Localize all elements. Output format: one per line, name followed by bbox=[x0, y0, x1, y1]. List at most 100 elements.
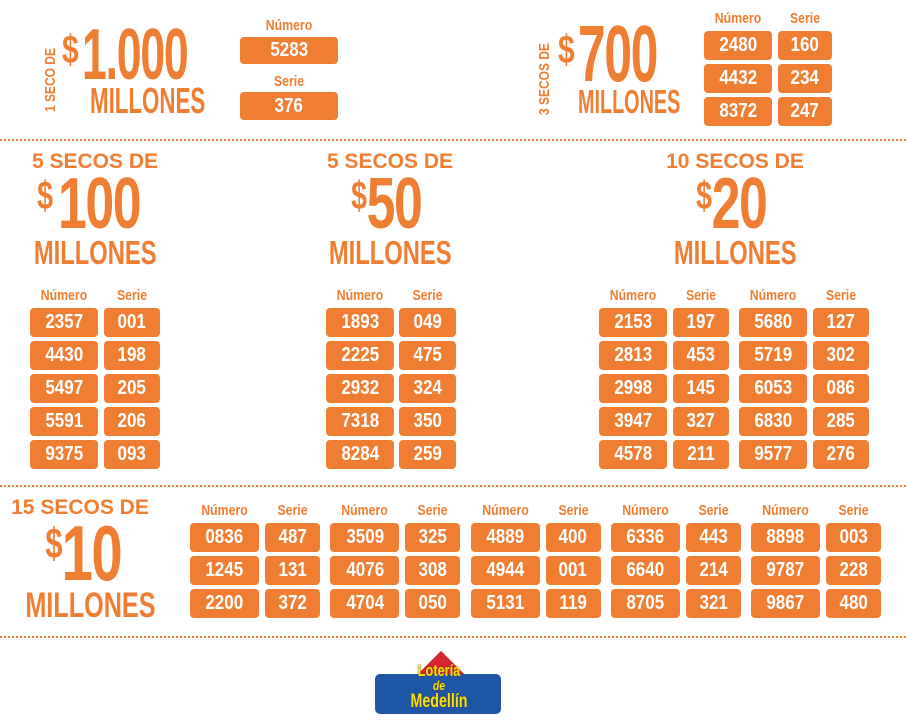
winning-serie: 119 bbox=[545, 589, 601, 618]
prize-count-label: 1 SECO DE bbox=[42, 47, 59, 112]
numero-header: Número bbox=[265, 17, 313, 34]
prize-amount: 100 bbox=[57, 164, 142, 244]
winning-number: 4704 bbox=[330, 589, 400, 618]
winning-number: 6640 bbox=[610, 556, 680, 585]
prize-amount-block: $20 MILLONES bbox=[640, 168, 830, 269]
winning-serie: 145 bbox=[673, 374, 729, 403]
prize-unit-text: MILLONES bbox=[33, 234, 157, 271]
prize-amount-row: $20 bbox=[640, 168, 830, 240]
currency-sign: $ bbox=[45, 520, 63, 569]
winning-number: 8898 bbox=[751, 523, 821, 552]
winning-serie: 308 bbox=[405, 556, 461, 585]
winning-number: 4430 bbox=[30, 341, 98, 370]
prize-10-title: 15 SECOS DE bbox=[5, 496, 155, 520]
winning-number: 0836 bbox=[190, 523, 259, 552]
winning-serie: 276 bbox=[813, 440, 869, 469]
winning-serie: 228 bbox=[826, 556, 882, 585]
prize-count-label: 15 SECOS DE bbox=[11, 496, 149, 519]
winning-number: 9375 bbox=[30, 440, 98, 469]
winning-number: 2932 bbox=[326, 374, 394, 403]
prize-unit: MILLONES bbox=[90, 80, 206, 121]
winning-serie: 127 bbox=[813, 308, 869, 337]
prize-unit: MILLONES bbox=[640, 236, 830, 269]
prize-amount: 700 bbox=[578, 9, 658, 98]
serie-header: Serie bbox=[277, 502, 308, 519]
prize-amount-block: $100 MILLONES bbox=[0, 168, 190, 269]
currency-sign: $ bbox=[62, 28, 79, 72]
winning-serie: 372 bbox=[265, 589, 320, 618]
prize-amount: 1.000 bbox=[82, 15, 189, 95]
prize-unit: MILLONES bbox=[578, 83, 681, 120]
prize-amount-block: $10 MILLONES bbox=[0, 514, 175, 623]
serie-header: Serie bbox=[116, 287, 148, 304]
winning-serie: 206 bbox=[104, 407, 160, 436]
winning-serie: 376 bbox=[240, 92, 338, 120]
winning-number: 5497 bbox=[30, 374, 98, 403]
winning-serie: 049 bbox=[399, 308, 456, 337]
serie-header: Serie bbox=[825, 287, 857, 304]
divider bbox=[0, 636, 906, 638]
winning-number: 2998 bbox=[599, 374, 667, 403]
winning-number: 6053 bbox=[739, 374, 807, 403]
winning-serie: 302 bbox=[813, 341, 869, 370]
winning-number: 7318 bbox=[326, 407, 394, 436]
numero-header: Número bbox=[336, 287, 384, 304]
prize-amount-row: $100 bbox=[0, 168, 190, 240]
winning-number: 4889 bbox=[470, 523, 540, 552]
winning-number: 9577 bbox=[739, 440, 807, 469]
winning-serie: 211 bbox=[673, 440, 729, 469]
serie-header: Serie bbox=[273, 73, 305, 90]
winning-number: 9867 bbox=[751, 589, 821, 618]
numero-header: Número bbox=[201, 502, 248, 519]
winning-serie: 475 bbox=[399, 341, 456, 370]
winning-number: 8372 bbox=[704, 97, 772, 126]
prize-amount-row: $10 bbox=[0, 514, 175, 592]
winning-number: 2153 bbox=[599, 308, 667, 337]
prize-50-title: 5 SECOS DE bbox=[315, 150, 465, 174]
winning-serie: 285 bbox=[813, 407, 869, 436]
prize-unit: MILLONES bbox=[0, 236, 190, 269]
numero-header: Número bbox=[40, 287, 88, 304]
prize-count-label: 10 SECOS DE bbox=[666, 150, 804, 173]
numero-header: Número bbox=[762, 502, 809, 519]
winning-number: 5719 bbox=[739, 341, 807, 370]
winning-number: 4944 bbox=[470, 556, 540, 585]
numero-header: Número bbox=[714, 10, 762, 27]
prize-unit-text: MILLONES bbox=[673, 234, 797, 271]
numero-header: Número bbox=[341, 502, 389, 519]
numero-header: Número bbox=[609, 287, 657, 304]
prize-20-title: 10 SECOS DE bbox=[660, 150, 810, 174]
winning-number: 5591 bbox=[30, 407, 98, 436]
winning-serie: 453 bbox=[673, 341, 729, 370]
winning-serie: 247 bbox=[778, 97, 832, 126]
serie-header: Serie bbox=[838, 502, 869, 519]
winning-serie: 160 bbox=[778, 31, 832, 60]
serie-header: Serie bbox=[698, 502, 729, 519]
winning-number: 4076 bbox=[330, 556, 400, 585]
prize-amount: 50 bbox=[366, 164, 422, 244]
numero-header: Número bbox=[622, 502, 669, 519]
winning-number: 3947 bbox=[599, 407, 667, 436]
winning-number: 1245 bbox=[190, 556, 259, 585]
winning-number: 2480 bbox=[704, 31, 772, 60]
winning-number: 8705 bbox=[610, 589, 680, 618]
winning-serie: 050 bbox=[405, 589, 461, 618]
winning-serie: 001 bbox=[104, 308, 160, 337]
winning-number: 4432 bbox=[704, 64, 772, 93]
winning-number: 1893 bbox=[326, 308, 394, 337]
prize-count-label: 5 SECOS DE bbox=[326, 150, 454, 173]
winning-serie: 086 bbox=[813, 374, 869, 403]
winning-number: 9787 bbox=[751, 556, 821, 585]
winning-serie: 324 bbox=[399, 374, 456, 403]
winning-serie: 131 bbox=[265, 556, 320, 585]
currency-sign: $ bbox=[37, 173, 54, 218]
winning-serie: 480 bbox=[826, 589, 882, 618]
winning-serie: 093 bbox=[104, 440, 160, 469]
currency-sign: $ bbox=[558, 28, 575, 72]
currency-sign: $ bbox=[696, 173, 713, 218]
prize-amount-row: $50 bbox=[295, 168, 485, 240]
numero-header: Número bbox=[481, 502, 529, 519]
winning-number: 8284 bbox=[326, 440, 394, 469]
winning-number: 5131 bbox=[470, 589, 540, 618]
serie-header: Serie bbox=[789, 10, 821, 27]
